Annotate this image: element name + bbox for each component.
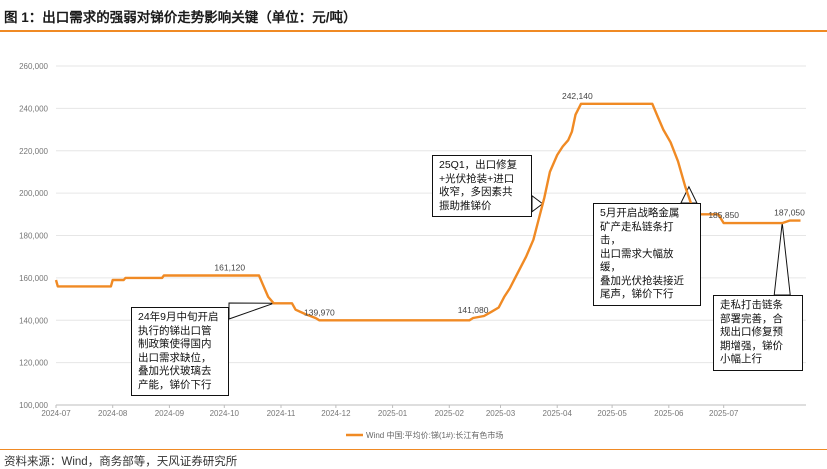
data-label: 185,850 [708, 210, 739, 220]
data-labels: 161,120 139,970 141,080 242,140 185,850 187,0… [214, 91, 805, 317]
y-tick-label: 120,000 [19, 359, 48, 368]
footer-divider [0, 449, 827, 450]
x-tick-label: 2024-11 [267, 409, 296, 418]
y-tick-label: 240,000 [19, 104, 48, 113]
legend-label: Wind 中国:平均价:锑(1#):长江有色市场 [366, 430, 503, 440]
x-tick-label: 2024-10 [210, 409, 240, 418]
y-tick-label: 140,000 [19, 316, 48, 325]
x-tick-label: 2025-04 [543, 409, 573, 418]
data-label: 242,140 [562, 91, 593, 101]
callout-pointer [773, 222, 791, 296]
callout-connectors [228, 185, 791, 320]
x-tick-label: 2024-12 [321, 409, 351, 418]
callout-pointer [228, 302, 274, 320]
callout-export-control: 24年9月中旬开启 执行的锑出口管 制政策使得国内 出口需求缺位， 叠加光伏玻璃… [131, 307, 229, 396]
price-series-line [54, 102, 801, 322]
x-tick-label: 2025-01 [378, 409, 408, 418]
x-tick-label: 2025-02 [435, 409, 465, 418]
title-divider [0, 30, 827, 32]
y-tick-label: 220,000 [19, 147, 48, 156]
line-chart: 100,000 120,000 140,000 160,000 180,000 200,0… [19, 62, 806, 440]
data-label: 187,050 [774, 208, 805, 218]
legend: Wind 中国:平均价:锑(1#):长江有色市场 [346, 430, 503, 440]
x-tick-label: 2025-05 [597, 409, 627, 418]
data-label: 161,120 [214, 263, 245, 273]
data-label: 141,080 [458, 305, 489, 315]
axes: 100,000 120,000 140,000 160,000 180,000 200,0… [19, 62, 806, 418]
callout-smuggling-crackdown: 5月开启战略金属 矿产走私链条打击， 出口需求大幅放缓， 叠加光伏抢装接近 尾声… [593, 203, 701, 306]
y-tick-label: 260,000 [19, 62, 48, 71]
data-label: 139,970 [304, 307, 335, 317]
x-tick-label: 2024-09 [155, 409, 185, 418]
y-tick-label: 180,000 [19, 232, 48, 241]
y-tick-label: 100,000 [19, 401, 48, 410]
callout-q1-recovery: 25Q1，出口修复 +光伏抢装+进口 收窄，多因素共 振助推锑价 [432, 155, 532, 217]
x-tick-label: 2024-08 [98, 409, 128, 418]
y-tick-label: 200,000 [19, 189, 48, 198]
callout-compliance-recovery: 走私打击链条 部署完善，合 规出口修复预 期增强，锑价 小幅上行 [713, 295, 803, 371]
callout-pointer [531, 194, 544, 213]
figure-title: 图 1：出口需求的强弱对锑价走势影响关键（单位：元/吨） [4, 10, 357, 25]
x-tick-label: 2024-07 [41, 409, 71, 418]
x-tick-label: 2025-03 [486, 409, 516, 418]
y-tick-label: 160,000 [19, 274, 48, 283]
x-tick-label: 2025-06 [654, 409, 684, 418]
x-tick-label: 2025-07 [709, 409, 739, 418]
source-note: 资料来源：Wind，商务部等，天风证券研究所 [4, 456, 238, 468]
